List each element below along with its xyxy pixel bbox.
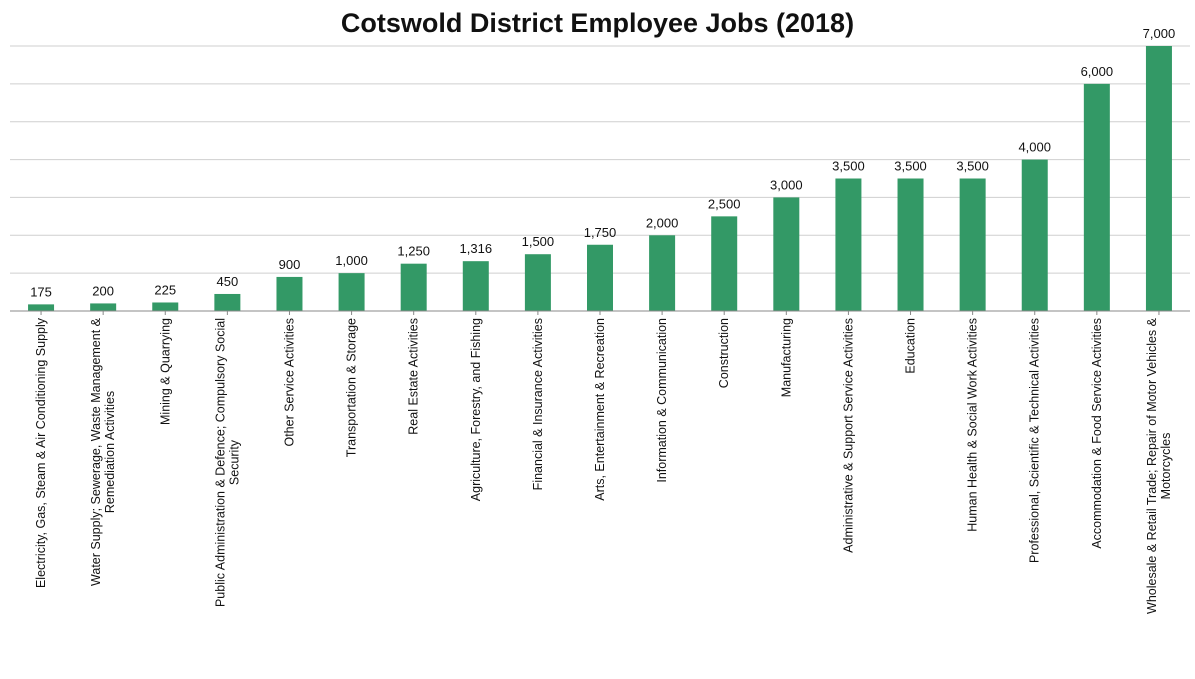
bar <box>959 178 986 311</box>
data-label: 175 <box>30 284 52 299</box>
bars <box>28 46 1172 311</box>
tick-label: Wholesale & Retail Trade; Repair of Moto… <box>1145 317 1159 614</box>
tick-label: Education <box>904 318 918 374</box>
bar <box>1021 159 1048 311</box>
tick-label-group: Transportation & Storage <box>345 318 359 457</box>
data-label: 3,500 <box>956 159 989 174</box>
bar <box>90 303 117 311</box>
data-label: 1,000 <box>335 253 368 268</box>
tick-label-group: Accommodation & Food Service Activities <box>1090 318 1104 549</box>
tick-label-group: Manufacturing <box>779 318 793 397</box>
data-label: 1,500 <box>522 234 555 249</box>
bar <box>1083 83 1110 311</box>
bar <box>835 178 862 311</box>
tick-label-group: Real Estate Activities <box>407 318 421 435</box>
tick-label-group: Financial & Insurance Activities <box>531 318 545 490</box>
data-label: 3,500 <box>894 159 927 174</box>
tick-label-group: Professional, Scientific & Technical Act… <box>1028 318 1042 563</box>
category-tick-labels: Electricity, Gas, Steam & Air Conditioni… <box>34 311 1173 614</box>
data-label: 6,000 <box>1081 64 1114 79</box>
gridlines <box>10 45 1190 274</box>
tick-label-group: Agriculture, Forestry, and Fishing <box>469 318 483 501</box>
data-label: 225 <box>154 282 176 297</box>
tick-label-group: Arts, Entertainment & Recreation <box>593 318 607 501</box>
tick-label-group: Public Administration & Defence; Compuls… <box>213 318 241 607</box>
bar <box>524 254 551 311</box>
tick-label: Information & Communication <box>655 318 669 483</box>
tick-label: Motorcycles <box>1159 433 1173 500</box>
tick-label: Accommodation & Food Service Activities <box>1090 318 1104 549</box>
bar <box>587 244 613 311</box>
data-label: 7,000 <box>1143 26 1176 41</box>
tick-label-group: Water Supply; Sewerage, Waste Management… <box>89 317 117 586</box>
data-label: 4,000 <box>1018 140 1051 155</box>
tick-label: Financial & Insurance Activities <box>531 318 545 490</box>
tick-label: Transportation & Storage <box>345 318 359 457</box>
tick-label-group: Administrative & Support Service Activit… <box>841 318 855 553</box>
data-labels: 175 200 225 450 900 1,000 1,250 1,316 1,500 1,750… <box>30 26 1175 299</box>
bar <box>711 216 738 311</box>
data-label: 2,000 <box>646 215 679 230</box>
tick-label: Construction <box>717 318 731 388</box>
bar <box>773 197 800 311</box>
tick-label-group: Wholesale & Retail Trade; Repair of Moto… <box>1145 317 1173 614</box>
data-label: 2,500 <box>708 196 741 211</box>
chart-title: Cotswold District Employee Jobs (2018) <box>340 8 855 38</box>
tick-label: Mining & Quarrying <box>158 318 172 425</box>
tick-label-group: Information & Communication <box>655 318 669 483</box>
tick-label-group: Construction <box>717 318 731 388</box>
tick-label-group: Human Health & Social Work Activities <box>966 318 980 532</box>
bar <box>338 273 365 311</box>
tick-label: Manufacturing <box>779 318 793 397</box>
bar <box>152 302 179 311</box>
data-label: 1,750 <box>584 225 617 240</box>
bar <box>400 263 427 311</box>
bar <box>1145 46 1172 311</box>
tick-label: Remediation Activities <box>103 391 117 513</box>
tick-label: Security <box>227 439 241 485</box>
data-label: 3,500 <box>832 159 865 174</box>
bar <box>276 276 303 311</box>
data-label: 200 <box>92 283 114 298</box>
tick-label: Public Administration & Defence; Compuls… <box>213 318 227 607</box>
bar <box>649 235 676 311</box>
tick-label: Arts, Entertainment & Recreation <box>593 318 607 501</box>
tick-label-group: Mining & Quarrying <box>158 318 172 425</box>
tick-label-group: Electricity, Gas, Steam & Air Conditioni… <box>34 317 48 588</box>
data-label: 450 <box>217 274 239 289</box>
tick-label-group: Other Service Activities <box>282 318 296 447</box>
data-label: 3,000 <box>770 177 803 192</box>
bar <box>214 293 241 311</box>
tick-label: Administrative & Support Service Activit… <box>841 318 855 553</box>
tick-label: Human Health & Social Work Activities <box>966 318 980 532</box>
tick-label: Electricity, Gas, Steam & Air Conditioni… <box>34 317 48 588</box>
data-label: 1,316 <box>460 241 493 256</box>
bar <box>28 304 55 311</box>
bar <box>462 261 489 311</box>
tick-label: Professional, Scientific & Technical Act… <box>1028 318 1042 563</box>
bar <box>897 178 924 311</box>
tick-label: Water Supply; Sewerage, Waste Management… <box>89 317 103 586</box>
tick-label-group: Education <box>904 318 918 374</box>
data-label: 1,250 <box>397 244 430 259</box>
data-label: 900 <box>279 257 301 272</box>
tick-label: Real Estate Activities <box>407 318 421 435</box>
tick-label: Agriculture, Forestry, and Fishing <box>469 318 483 501</box>
tick-label: Other Service Activities <box>282 318 296 447</box>
